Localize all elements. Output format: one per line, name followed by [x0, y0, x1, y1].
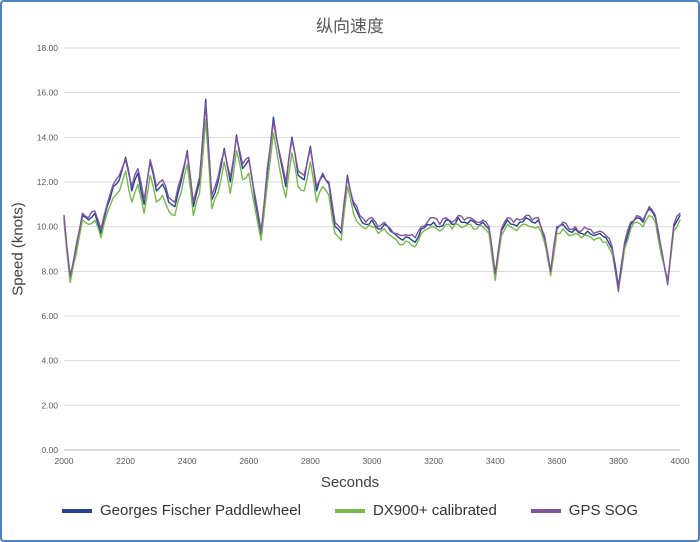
svg-text:12.00: 12.00	[37, 177, 59, 187]
svg-text:2400: 2400	[178, 456, 197, 466]
legend: Georges Fischer Paddlewheel DX900+ calib…	[2, 502, 698, 519]
svg-text:3600: 3600	[547, 456, 566, 466]
legend-label-paddlewheel: Georges Fischer Paddlewheel	[100, 502, 301, 519]
svg-text:3400: 3400	[486, 456, 505, 466]
legend-swatch-gps-sog	[530, 508, 561, 513]
legend-label-dx900: DX900+ calibrated	[372, 502, 497, 519]
svg-text:10.00: 10.00	[37, 222, 59, 232]
legend-swatch-paddlewheel	[62, 508, 92, 513]
svg-text:14.00: 14.00	[37, 132, 59, 142]
y-axis-title: Speed (knots)	[9, 202, 27, 296]
legend-swatch-dx900	[334, 508, 365, 513]
svg-text:3200: 3200	[424, 456, 443, 466]
legend-item-paddlewheel: Georges Fischer Paddlewheel	[62, 502, 301, 519]
svg-text:2800: 2800	[301, 456, 320, 466]
legend-item-dx900: DX900+ calibrated	[334, 502, 497, 519]
x-axis-title: Seconds	[320, 474, 380, 491]
legend-item-gps-sog: GPS SOG	[530, 502, 638, 519]
svg-text:2600: 2600	[239, 456, 258, 466]
svg-text:4.00: 4.00	[41, 356, 58, 366]
svg-text:6.00: 6.00	[41, 311, 58, 321]
svg-text:0.00: 0.00	[41, 445, 58, 455]
svg-text:8.00: 8.00	[41, 266, 58, 276]
svg-text:2000: 2000	[55, 456, 74, 466]
svg-text:2200: 2200	[116, 456, 135, 466]
svg-text:18.00: 18.00	[37, 43, 59, 53]
chart-title: 纵向速度	[316, 17, 384, 36]
legend-label-gps-sog: GPS SOG	[568, 502, 638, 519]
svg-text:16.00: 16.00	[37, 88, 59, 98]
svg-text:2.00: 2.00	[41, 400, 58, 410]
svg-text:4000: 4000	[671, 456, 690, 466]
svg-text:3000: 3000	[363, 456, 382, 466]
svg-text:3800: 3800	[609, 456, 628, 466]
